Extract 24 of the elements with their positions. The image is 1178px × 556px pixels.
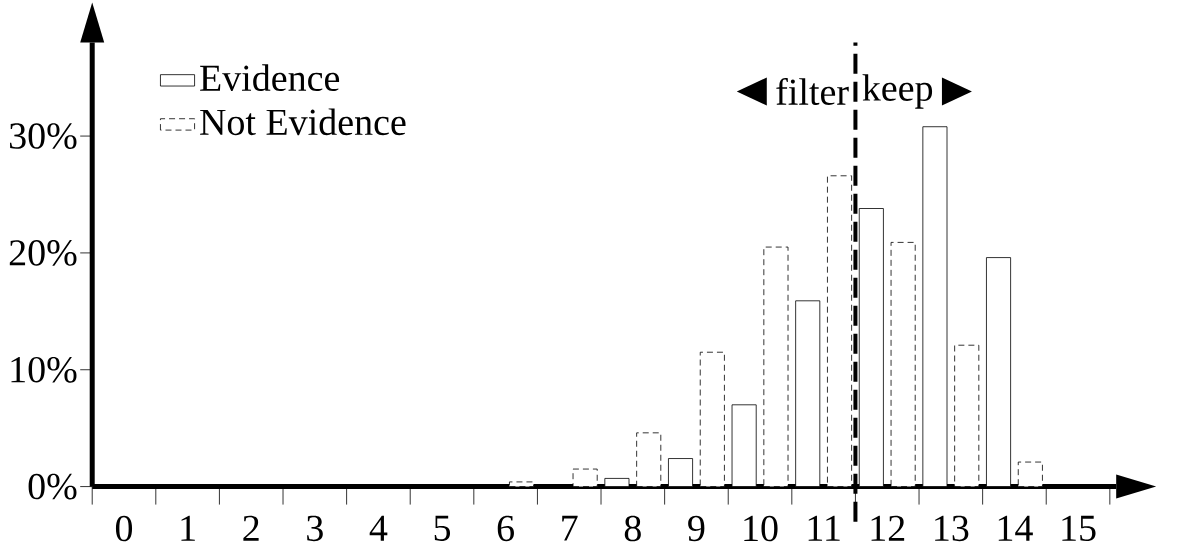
x-tick-label: 6 (497, 515, 514, 542)
x-tick-label: 15 (1062, 515, 1096, 542)
x-tick-label: 9 (688, 515, 705, 542)
x-tick-label: 13 (935, 515, 969, 542)
x-tick-label: 11 (808, 515, 840, 541)
x-tick-label: 4 (369, 515, 388, 541)
x-tick-label: 0 (115, 515, 133, 542)
y-tick-label: 20% (9, 240, 77, 266)
x-tick-label: 1 (181, 515, 195, 541)
x-tick-label: 8 (624, 515, 641, 542)
annotation: keep (862, 74, 933, 109)
x-tick-label: 12 (871, 515, 905, 541)
annotation: filter (776, 77, 849, 106)
x-tick-label: 5 (434, 515, 451, 541)
y-tick-label: 0% (28, 473, 77, 500)
legend-label: Evidence (200, 64, 340, 92)
x-tick-label: 10 (744, 515, 778, 542)
x-tick-label: 14 (998, 515, 1033, 541)
y-tick-label: 30% (9, 123, 77, 149)
x-tick-label: 7 (562, 515, 578, 541)
legend-label: Not Evidence (200, 108, 406, 136)
x-tick-label: 2 (243, 515, 259, 541)
y-tick-label: 10% (11, 356, 77, 383)
x-tick-label: 3 (307, 515, 323, 542)
